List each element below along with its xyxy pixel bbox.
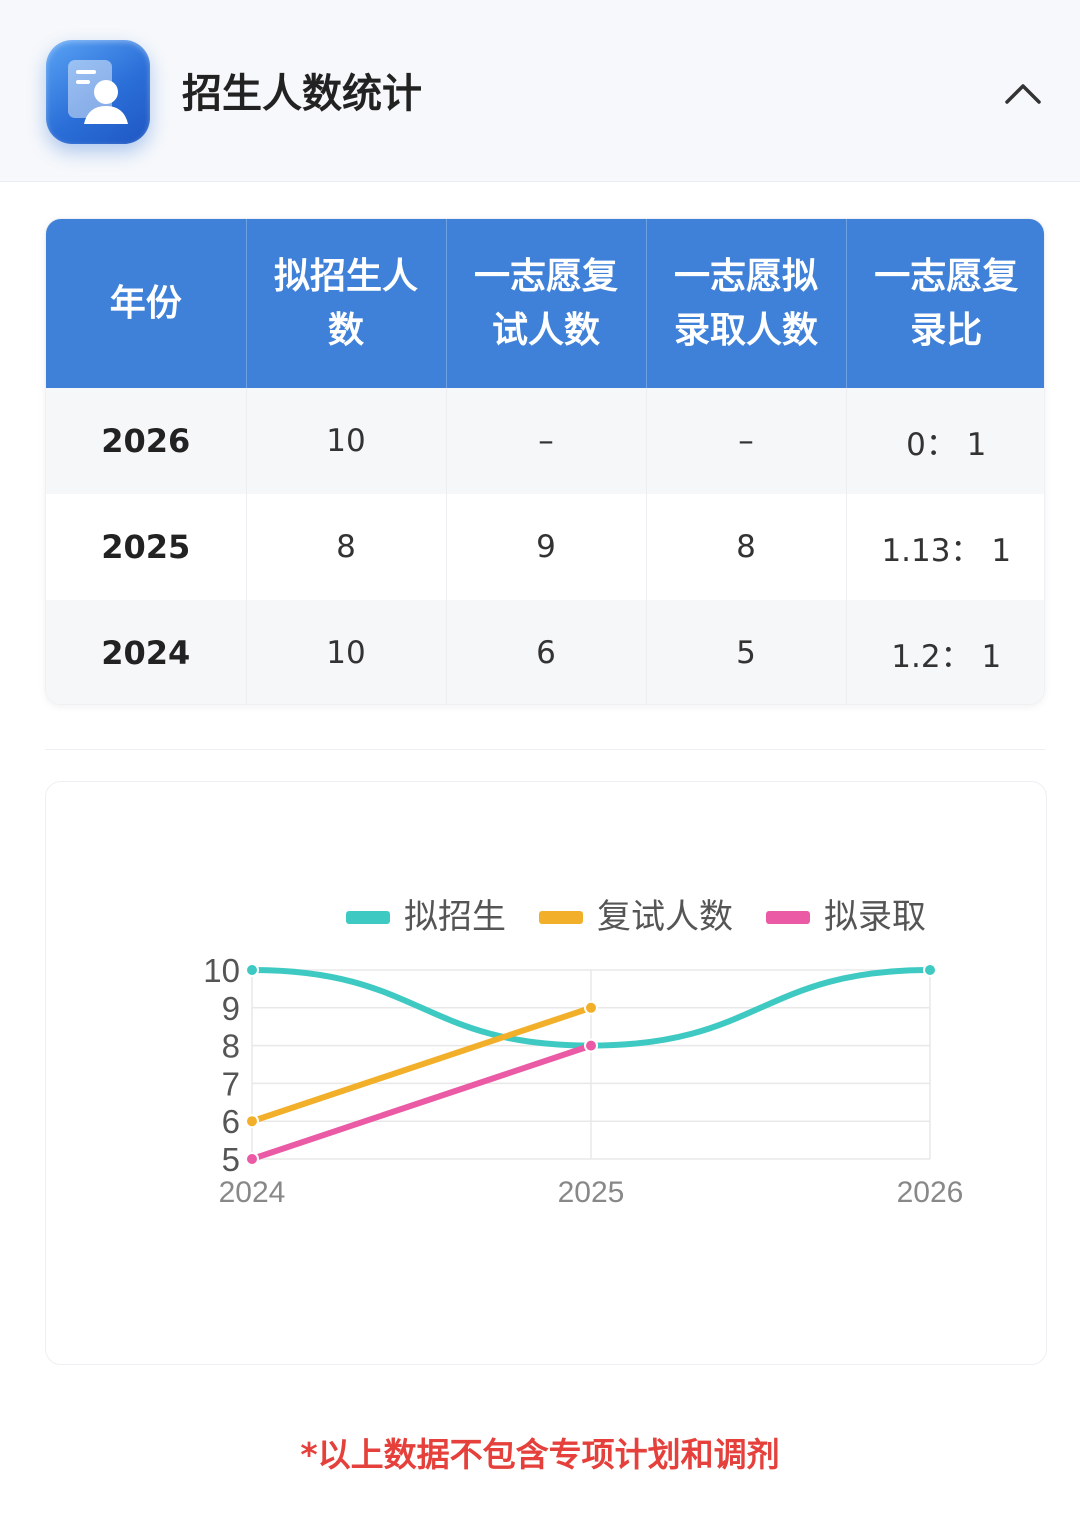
- table-header-row: 年份 拟招生人数 一志愿复试人数 一志愿拟录取人数 一志愿复录比: [46, 219, 1044, 388]
- col-header-ratio: 一志愿复录比: [846, 219, 1044, 388]
- x-tick-label: 2024: [219, 1176, 286, 1209]
- cell-retest: 9: [446, 494, 647, 600]
- cell-planned: 10: [246, 388, 447, 494]
- data-point: [584, 1038, 598, 1053]
- collapse-button[interactable]: [998, 70, 1048, 116]
- x-tick-label: 2026: [897, 1176, 964, 1209]
- cell-year: 2025: [46, 494, 247, 600]
- student-profile-icon: [46, 40, 150, 144]
- legend-label: 拟招生: [404, 897, 506, 937]
- legend-swatch: [346, 911, 390, 924]
- y-tick-label: 10: [203, 952, 240, 989]
- y-tick-label: 6: [222, 1103, 240, 1140]
- col-header-retest: 一志愿复试人数: [446, 219, 647, 388]
- data-point: [245, 1152, 259, 1166]
- legend-label: 拟录取: [824, 897, 926, 937]
- data-point: [245, 963, 259, 977]
- cell-admitted: 8: [646, 494, 847, 600]
- section-divider: [45, 749, 1045, 750]
- cell-year: 2026: [46, 388, 247, 494]
- cell-ratio: 1.2： 1: [846, 600, 1044, 704]
- section-header: 招生人数统计: [0, 0, 1080, 182]
- page-title: 招生人数统计: [182, 71, 422, 117]
- cell-year: 2024: [46, 600, 247, 704]
- footnote: *以上数据不包含专项计划和调剂: [300, 1435, 780, 1474]
- col-header-planned: 拟招生人数: [246, 219, 447, 388]
- cell-ratio: 0： 1: [846, 388, 1044, 494]
- chevron-up-icon: [1005, 84, 1041, 104]
- cell-planned: 10: [246, 600, 447, 704]
- col-header-admitted: 一志愿拟录取人数: [646, 219, 847, 388]
- col-header-year: 年份: [46, 219, 247, 388]
- cell-admitted: 5: [646, 600, 847, 704]
- table-row: 2026 10 – – 0： 1: [46, 388, 1044, 494]
- table-row: 2024 10 6 5 1.2： 1: [46, 600, 1044, 704]
- legend-label: 复试人数: [597, 897, 733, 937]
- enrollment-table: 年份 拟招生人数 一志愿复试人数 一志愿拟录取人数 一志愿复录比 2026 10…: [45, 218, 1045, 705]
- data-point: [245, 1114, 259, 1129]
- cell-retest: –: [446, 388, 647, 494]
- data-point: [923, 963, 937, 977]
- cell-ratio: 1.13： 1: [846, 494, 1044, 600]
- y-tick-label: 7: [222, 1065, 240, 1102]
- data-point: [584, 1000, 598, 1015]
- cell-retest: 6: [446, 600, 647, 704]
- legend-swatch: [539, 911, 583, 924]
- y-tick-label: 9: [222, 990, 240, 1027]
- legend-swatch: [766, 911, 810, 924]
- cell-planned: 8: [246, 494, 447, 600]
- enrollment-chart: 5 6 7 8 9 10 2024 2025 2026 拟招生 复试人数 拟录取: [45, 781, 1047, 1365]
- y-tick-label: 8: [222, 1028, 240, 1065]
- y-tick-label: 5: [222, 1141, 240, 1178]
- cell-admitted: –: [646, 388, 847, 494]
- series-line-复试人数: [249, 1004, 594, 1125]
- x-tick-label: 2025: [558, 1176, 625, 1209]
- series-line-拟录取: [249, 1042, 594, 1162]
- table-row: 2025 8 9 8 1.13： 1: [46, 494, 1044, 600]
